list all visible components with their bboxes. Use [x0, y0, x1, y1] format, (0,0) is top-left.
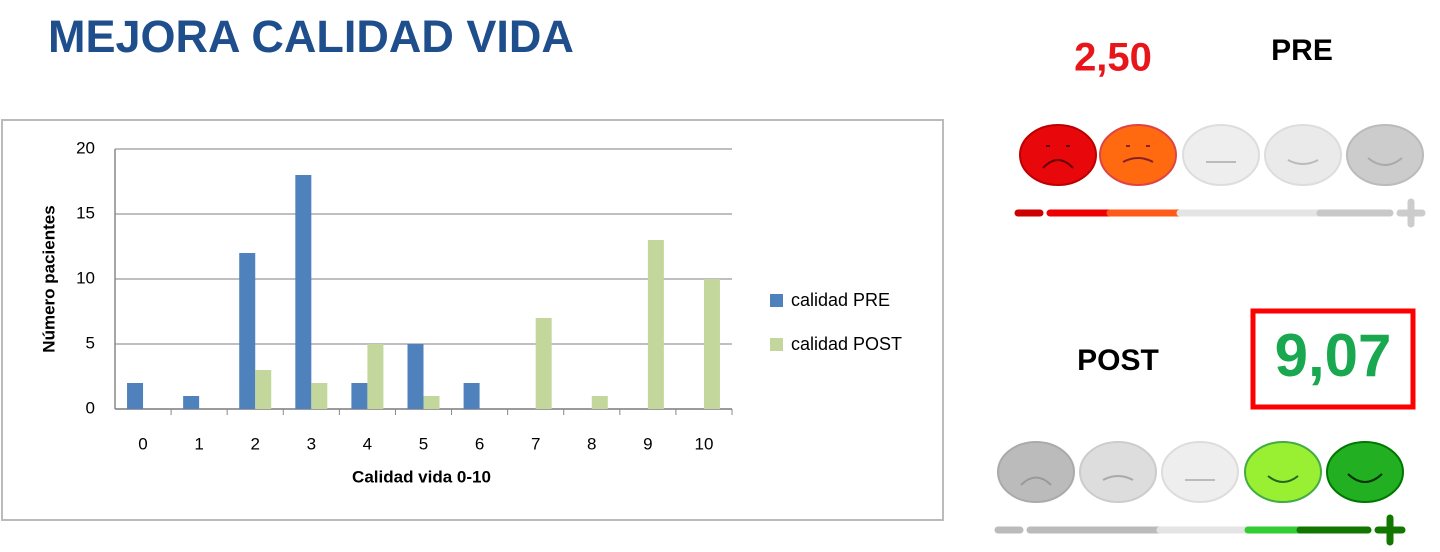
face [1264, 124, 1342, 186]
x-tick-label: 2 [250, 434, 259, 453]
face-mouth [1267, 475, 1299, 483]
y-tick-label: 5 [86, 333, 95, 352]
face [1326, 441, 1404, 503]
x-tick-label: 10 [694, 434, 713, 453]
post-faces [997, 441, 1404, 503]
post-label: POST [1077, 344, 1159, 377]
x-tick-label: 1 [194, 434, 203, 453]
bar [535, 318, 552, 409]
bar [239, 253, 256, 409]
x-tick-label: 9 [643, 434, 652, 453]
post-score: 9,07 [1275, 322, 1392, 389]
bar [127, 383, 144, 409]
scale-plus [1374, 514, 1406, 546]
slide-title: MEJORA CALIDAD VIDA [48, 11, 574, 62]
y-axis-label: Número pacientes [39, 205, 58, 352]
bar [255, 370, 272, 409]
pre-faces [1019, 124, 1424, 186]
bar [647, 240, 664, 409]
face [1079, 441, 1157, 503]
bar [295, 175, 312, 409]
face-mouth [1042, 145, 1074, 169]
face [1244, 441, 1322, 503]
chart-frame [1, 119, 944, 521]
bar [311, 383, 328, 409]
bar [183, 396, 200, 409]
y-tick-label: 10 [76, 268, 95, 287]
x-tick-label: 3 [307, 434, 316, 453]
face-mouth [1347, 473, 1383, 483]
face-mouth [1287, 159, 1319, 165]
scale-plus [1396, 198, 1426, 228]
bar [463, 383, 480, 409]
y-tick-label: 15 [76, 203, 95, 222]
face [1182, 124, 1260, 186]
face-mouth [1122, 145, 1154, 163]
x-tick-label: 0 [138, 434, 147, 453]
bar [591, 396, 608, 409]
face [1346, 124, 1424, 186]
chart: 0 5 10 15 20 0 1 2 3 4 5 6 7 8 9 10 Calidad vida 0-10 Núm… [39, 138, 902, 486]
legend-swatch [770, 294, 783, 307]
bar [367, 344, 384, 409]
post-scale [994, 514, 1406, 546]
x-tick-label: 6 [475, 434, 484, 453]
bar [423, 396, 440, 409]
legend-label: calidad POST [791, 334, 902, 354]
x-tick-label: 8 [587, 434, 596, 453]
highlight-box [1250, 308, 1416, 410]
face [1161, 441, 1239, 503]
bar [703, 279, 720, 409]
pre-scale [1014, 198, 1426, 228]
bar [351, 383, 368, 409]
x-tick-label: 7 [531, 434, 540, 453]
legend-swatch [770, 338, 783, 351]
face-mouth [1367, 157, 1403, 166]
y-tick-label: 20 [76, 138, 95, 157]
legend-label: calidad PRE [791, 290, 890, 310]
x-tick-label: 5 [419, 434, 428, 453]
x-tick-label: 4 [363, 434, 372, 453]
x-axis-label: Calidad vida 0-10 [352, 467, 491, 486]
face [1019, 124, 1097, 186]
pre-score: 2,50 [1074, 36, 1152, 80]
bar [407, 344, 424, 409]
face-mouth [1102, 475, 1134, 481]
y-tick-label: 0 [86, 398, 95, 417]
face [1099, 124, 1177, 186]
pre-label: PRE [1271, 34, 1333, 67]
face [997, 441, 1075, 503]
face-mouth [1020, 476, 1052, 486]
